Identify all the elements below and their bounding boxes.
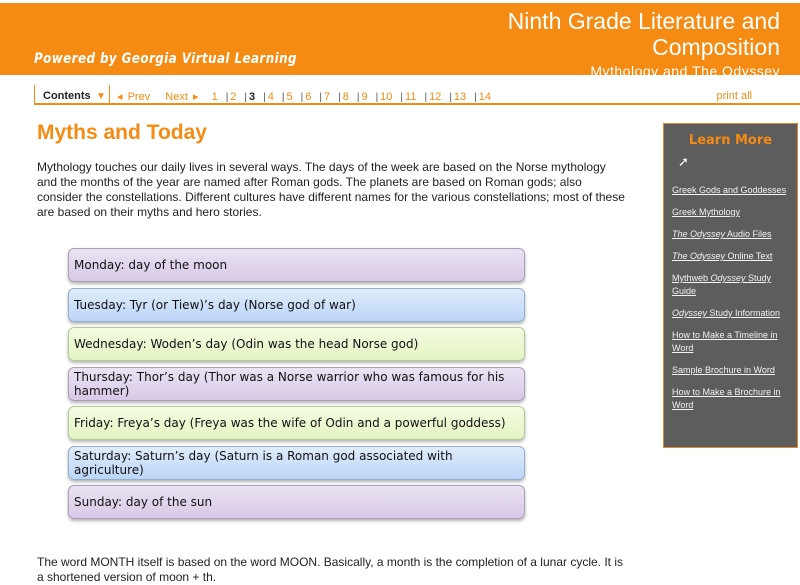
link-text: Greek Gods and Goddesses <box>672 185 787 195</box>
learn-more-link[interactable]: Odyssey Study Information <box>672 307 796 320</box>
page-link-11[interactable]: 11 <box>405 91 417 103</box>
link-text: The Odyssey <box>672 251 726 261</box>
page-separator: | <box>400 92 404 103</box>
powered-by-logo: Powered by Georgia Virtual Learning <box>34 51 297 67</box>
day-box: Wednesday: Woden’s day (Odin was the hea… <box>68 327 525 361</box>
page-separator: | <box>474 92 477 103</box>
course-title: Ninth Grade Literature and Composition <box>507 8 780 60</box>
page-link-13[interactable]: 13 <box>453 91 467 103</box>
learn-more-link[interactable]: The Odyssey Audio Files <box>672 228 796 241</box>
link-text: Odyssey <box>710 273 746 283</box>
learn-more-link[interactable]: Sample Brochure in Word <box>672 364 796 377</box>
link-text: Greek Mythology <box>672 207 741 217</box>
learn-more-title: Learn More <box>688 133 773 148</box>
print-all-link[interactable]: print all <box>716 90 752 102</box>
learn-more-link[interactable]: How to Make a Brochure in Word <box>672 386 796 412</box>
page-title: Myths and Today <box>37 121 207 144</box>
prev-arrow-icon[interactable]: ◂ <box>117 91 123 103</box>
learn-more-link[interactable]: Mythweb Odyssey Study Guide <box>672 272 796 298</box>
day-box: Monday: day of the moon <box>68 248 525 282</box>
page-link-10[interactable]: 10 <box>380 91 393 103</box>
learn-more-link[interactable]: The Odyssey Online Text <box>672 250 796 263</box>
header-banner: Powered by Georgia Virtual Learning Nint… <box>0 3 800 79</box>
page-separator: | <box>449 92 452 103</box>
link-text: How to Make a Timeline in Word <box>672 330 778 353</box>
page-separator: | <box>263 92 266 103</box>
day-box: Thursday: Thor’s day (Thor was a Norse w… <box>68 366 525 401</box>
learn-more-link[interactable]: Greek Gods and Goddesses <box>672 184 796 197</box>
page-separator: | <box>356 92 360 103</box>
unit-subtitle: Mythology and The Odyssey <box>590 63 780 79</box>
page-separator: | <box>300 92 304 103</box>
page-navigation: Contents ▼ ◂ Prev Next ▸ 1 | 2 | 3 | 4 | 5 | 6 | 7 | 8… <box>34 85 800 105</box>
learn-more-panel: Learn More ➚ Greek Gods and Goddesses Gre… <box>663 123 798 448</box>
page-separator: | <box>319 92 322 103</box>
month-paragraph: The word MONTH itself is based on the wo… <box>37 555 624 584</box>
day-box: Friday: Freya’s day (Freya was the wife … <box>68 406 525 440</box>
learn-more-link[interactable]: How to Make a Timeline in Word <box>672 329 796 355</box>
page-separator: | <box>375 92 379 103</box>
page-separator: | <box>225 92 229 103</box>
day-box: Saturday: Saturn’s day (Saturn is a Roma… <box>68 445 525 480</box>
page-separator: | <box>338 92 341 103</box>
prev-link[interactable]: Prev <box>127 91 151 103</box>
day-box: Tuesday: Tyr (or Tiew)’s day (Norse god … <box>68 287 525 322</box>
page-link-3[interactable]: 3 <box>249 91 256 103</box>
link-text: Study Information <box>707 308 781 318</box>
day-box: Sunday: day of the sun <box>68 485 525 519</box>
contents-menu[interactable]: Contents <box>34 85 99 105</box>
link-text: Audio Files <box>725 229 772 239</box>
divider <box>109 85 110 105</box>
page-separator: | <box>281 92 285 103</box>
next-arrow-icon[interactable]: ▸ <box>192 91 199 103</box>
dropdown-arrow-icon[interactable]: ▼ <box>96 91 106 102</box>
link-text: How to Make a Brochure in Word <box>672 387 781 410</box>
page-link-2[interactable]: 2 <box>230 91 237 103</box>
intro-paragraph: Mythology touches our daily lives in sev… <box>37 160 625 219</box>
page-link-6[interactable]: 6 <box>305 91 312 103</box>
page-separator: | <box>244 92 248 103</box>
link-text: Mythweb <box>672 273 711 283</box>
page-link-1[interactable]: 1 <box>211 91 218 103</box>
cursor-arrow-icon: ➚ <box>678 154 689 169</box>
learn-more-links: Greek Gods and Goddesses Greek Mythology T… <box>672 184 796 421</box>
page-separator: | <box>424 92 428 103</box>
pagination: ◂ Prev Next ▸ 1 | 2 | 3 | 4 | 5 | 6 | 7 | 8 | 9 | 10 | 11 | 12… <box>117 90 493 103</box>
page-link-5[interactable]: 5 <box>286 91 293 103</box>
link-text: Odyssey <box>672 308 708 318</box>
link-text: The Odyssey <box>672 229 726 239</box>
link-text: Online Text <box>725 251 773 261</box>
page-link-9[interactable]: 9 <box>361 91 368 103</box>
link-text: Study Guide <box>672 273 772 296</box>
learn-more-link[interactable]: Greek Mythology <box>672 206 796 219</box>
page-link-4[interactable]: 4 <box>267 91 274 103</box>
page-link-7[interactable]: 7 <box>323 91 331 103</box>
page-link-8[interactable]: 8 <box>342 91 349 103</box>
page-link-12[interactable]: 12 <box>429 91 442 103</box>
link-text: Sample Brochure in Word <box>672 365 775 375</box>
next-link[interactable]: Next <box>165 91 188 103</box>
page-link-14[interactable]: 14 <box>478 91 492 103</box>
